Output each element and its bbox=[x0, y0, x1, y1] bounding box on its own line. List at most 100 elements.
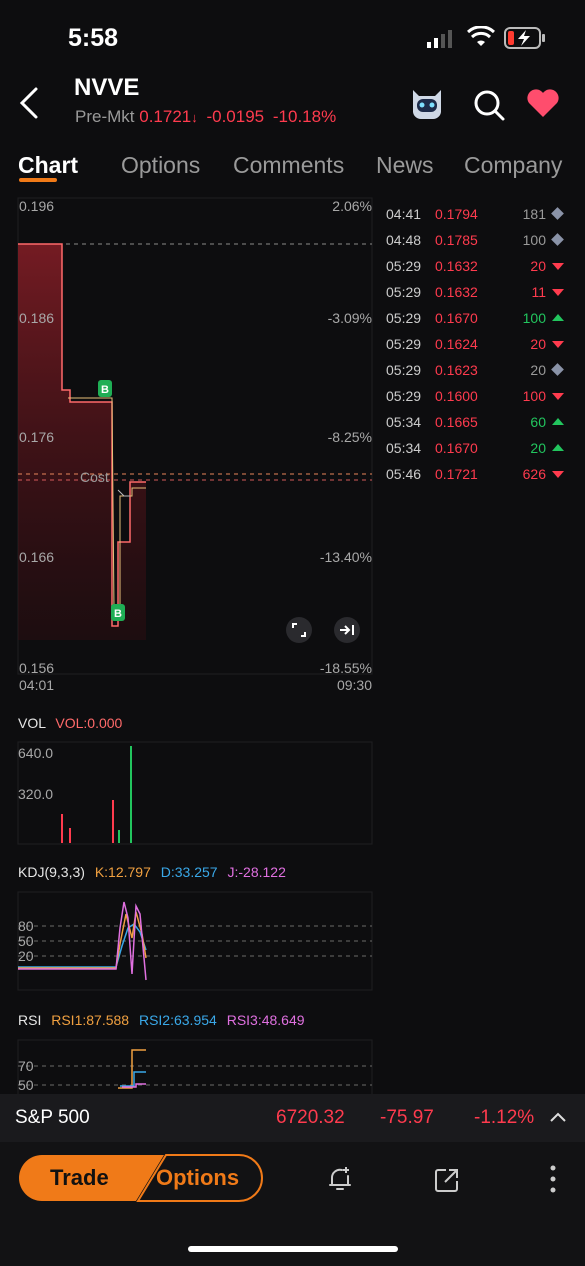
tick-price: 0.1794 bbox=[435, 206, 478, 222]
more-menu-icon[interactable] bbox=[548, 1164, 558, 1199]
vol-value: VOL:0.000 bbox=[55, 715, 123, 731]
bottom-action-bar: Trade Options bbox=[0, 1142, 585, 1266]
kdj-axis-label: 80 bbox=[18, 918, 34, 934]
down-triangle-icon bbox=[552, 341, 564, 348]
rsi3-value: RSI3:48.649 bbox=[226, 1012, 305, 1028]
down-triangle-icon bbox=[552, 289, 564, 296]
rsi-chart bbox=[17, 1039, 373, 1094]
svg-text:B: B bbox=[101, 384, 109, 396]
buy-marker[interactable]: B bbox=[98, 380, 112, 397]
tick-time: 04:41 bbox=[386, 206, 422, 222]
neutral-diamond-icon bbox=[551, 207, 564, 220]
price-chart[interactable]: B B bbox=[0, 190, 380, 690]
tick-row: 05:29 0.1623 20 bbox=[386, 362, 566, 388]
tick-time: 05:29 bbox=[386, 362, 422, 378]
rsi-indicator-header[interactable]: RSI RSI1:87.588 RSI2:63.954 RSI3:48.649 bbox=[18, 1012, 305, 1028]
tick-price: 0.1623 bbox=[435, 362, 478, 378]
rsi1-value: RSI1:87.588 bbox=[51, 1012, 130, 1028]
tick-row: 05:34 0.1665 60 bbox=[386, 414, 566, 440]
signal-icon bbox=[427, 30, 457, 48]
favorite-heart-icon[interactable] bbox=[526, 88, 560, 123]
fullscreen-button[interactable] bbox=[286, 617, 312, 643]
session-label: Pre-Mkt bbox=[75, 107, 135, 126]
tick-time: 05:29 bbox=[386, 310, 422, 326]
home-indicator bbox=[188, 1246, 398, 1252]
index-price: 6720.32 bbox=[276, 1107, 345, 1128]
tick-volume: 100 bbox=[522, 310, 546, 326]
share-icon[interactable] bbox=[433, 1166, 461, 1199]
robot-assistant-icon[interactable] bbox=[408, 86, 446, 127]
ticker-symbol: NVVE bbox=[74, 74, 140, 101]
index-ticker-bar[interactable]: S&P 500 6720.32 -75.97 -1.12% bbox=[0, 1094, 585, 1142]
search-icon[interactable] bbox=[472, 88, 506, 127]
down-arrow-icon: ↓ bbox=[191, 110, 198, 125]
kdj-chart bbox=[17, 891, 373, 991]
price-area bbox=[18, 244, 146, 640]
battery-icon bbox=[504, 27, 546, 54]
tick-price: 0.1632 bbox=[435, 258, 478, 274]
kdj-d-value: D:33.257 bbox=[160, 864, 218, 880]
up-triangle-icon bbox=[552, 444, 564, 451]
kdj-j-line bbox=[18, 901, 147, 981]
vol-axis-label: 640.0 bbox=[18, 745, 54, 761]
trade-button[interactable]: Trade bbox=[50, 1165, 109, 1190]
tick-volume: 626 bbox=[522, 466, 546, 482]
tick-price: 0.1632 bbox=[435, 284, 478, 300]
tick-time: 05:46 bbox=[386, 466, 422, 482]
trade-options-toggle[interactable]: Trade Options bbox=[18, 1154, 263, 1202]
rsi1-line bbox=[118, 1049, 146, 1089]
tick-row: 05:29 0.1632 11 bbox=[386, 284, 566, 310]
vol-indicator-header[interactable]: VOL VOL:0.000 bbox=[18, 715, 122, 731]
index-name: S&P 500 bbox=[15, 1107, 90, 1128]
tick-volume: 20 bbox=[530, 440, 546, 456]
kdj-k-value: K:12.797 bbox=[94, 864, 151, 880]
time-axis-start: 04:01 bbox=[19, 677, 55, 693]
rsi2-line bbox=[120, 1071, 146, 1087]
tick-time: 05:29 bbox=[386, 336, 422, 352]
up-triangle-icon bbox=[552, 314, 564, 321]
pct-axis-label: 2.06% bbox=[332, 198, 372, 214]
wifi-icon bbox=[466, 25, 496, 53]
options-button[interactable]: Options bbox=[156, 1165, 240, 1190]
kdj-indicator-header[interactable]: KDJ(9,3,3) K:12.797 D:33.257 J:-28.122 bbox=[18, 864, 286, 880]
up-triangle-icon bbox=[552, 418, 564, 425]
price-change-pct: -10.18% bbox=[272, 107, 337, 126]
pct-axis-label: -3.09% bbox=[327, 310, 372, 326]
tab-options[interactable]: Options bbox=[121, 152, 201, 178]
price-axis-label: 0.176 bbox=[19, 429, 55, 445]
premarket-quote: Pre-Mkt 0.1721↓ -0.0195 -10.18% bbox=[75, 107, 336, 127]
kdj-title: KDJ(9,3,3) bbox=[18, 864, 85, 880]
neutral-diamond-icon bbox=[551, 233, 564, 246]
tab-company[interactable]: Company bbox=[464, 152, 563, 178]
last-price: 0.1721 bbox=[139, 107, 192, 126]
tick-price: 0.1624 bbox=[435, 336, 478, 352]
tick-row: 04:41 0.1794 181 bbox=[386, 206, 566, 232]
tab-comments[interactable]: Comments bbox=[233, 152, 345, 178]
tick-volume: 181 bbox=[522, 206, 546, 222]
scroll-to-latest-button[interactable] bbox=[334, 617, 360, 643]
down-triangle-icon bbox=[552, 263, 564, 270]
back-button[interactable] bbox=[14, 86, 44, 120]
tick-time: 04:48 bbox=[386, 232, 422, 248]
neutral-diamond-icon bbox=[551, 363, 564, 376]
kdj-k-line bbox=[18, 911, 147, 969]
rsi3-line bbox=[122, 1083, 146, 1088]
rsi-axis-label: 70 bbox=[18, 1058, 34, 1074]
status-time: 5:58 bbox=[68, 24, 119, 52]
down-triangle-icon bbox=[552, 393, 564, 400]
chevron-up-icon[interactable] bbox=[548, 1110, 568, 1129]
tick-price: 0.1785 bbox=[435, 232, 478, 248]
tab-chart[interactable]: Chart bbox=[18, 152, 79, 178]
kdj-axis-label: 50 bbox=[18, 933, 34, 949]
tab-news[interactable]: News bbox=[376, 152, 434, 178]
price-alert-icon[interactable] bbox=[326, 1164, 356, 1199]
price-axis-label: 0.156 bbox=[19, 660, 55, 676]
kdj-axis-label: 20 bbox=[18, 948, 34, 964]
buy-marker[interactable]: B bbox=[111, 604, 125, 621]
tick-volume: 20 bbox=[530, 336, 546, 352]
price-line bbox=[18, 243, 146, 627]
tick-price: 0.1670 bbox=[435, 310, 478, 326]
tab-active-indicator bbox=[19, 178, 57, 182]
kdj-j-value: J:-28.122 bbox=[227, 864, 286, 880]
tick-row: 05:46 0.1721 626 bbox=[386, 466, 566, 492]
